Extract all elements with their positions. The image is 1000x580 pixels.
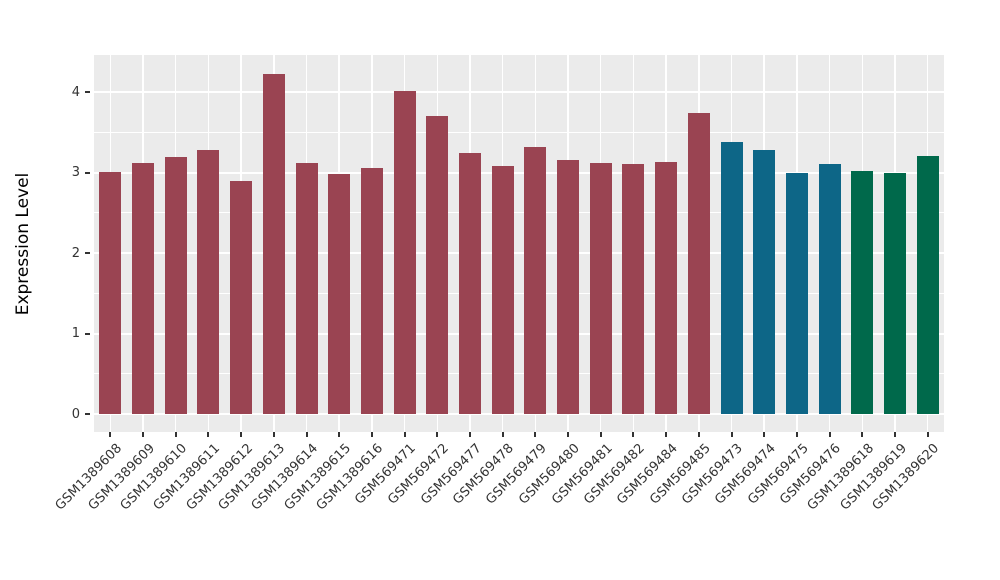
x-tick-mark: [240, 432, 243, 437]
bar-GSM1389610: [164, 157, 187, 414]
bar-GSM1389615: [328, 174, 351, 414]
y-tick-mark: [85, 413, 90, 415]
major-gridline: [94, 91, 944, 93]
bar-GSM1389619: [883, 173, 906, 414]
bar-GSM1389613: [262, 74, 285, 414]
bar-GSM569477: [458, 153, 481, 414]
minor-gridline: [94, 373, 944, 375]
minor-gridline: [94, 131, 944, 133]
bar-GSM1389608: [99, 171, 122, 414]
bar-GSM1389611: [197, 149, 220, 414]
minor-gridline: [94, 212, 944, 214]
bar-GSM569480: [557, 159, 580, 414]
bar-GSM1389618: [851, 170, 874, 414]
y-tick-mark: [85, 252, 90, 254]
x-tick-mark: [861, 432, 864, 437]
x-tick-mark: [893, 432, 896, 437]
y-tick-label: 3: [71, 165, 80, 180]
bar-GSM569473: [720, 141, 743, 414]
bar-GSM569485: [687, 112, 710, 414]
y-tick-label: 4: [71, 84, 80, 100]
minor-gridline: [94, 292, 944, 294]
x-tick-mark: [370, 432, 373, 437]
x-tick-mark: [142, 432, 145, 437]
x-tick-mark: [174, 432, 177, 437]
bar-GSM569476: [818, 163, 841, 414]
bar-GSM1389614: [295, 162, 318, 414]
y-tick-mark: [85, 332, 90, 335]
bar-GSM569475: [785, 172, 808, 414]
bar-GSM569478: [491, 166, 514, 414]
x-tick-mark: [338, 432, 341, 437]
major-gridline: [94, 413, 944, 415]
x-tick-mark: [305, 432, 308, 437]
x-tick-mark: [763, 432, 766, 437]
x-tick-mark: [501, 432, 504, 437]
x-tick-mark: [468, 432, 471, 437]
y-axis-title: Expression Level: [13, 172, 33, 315]
major-gridline: [94, 332, 944, 335]
y-tick-label: 2: [71, 245, 80, 261]
bar-GSM569472: [426, 116, 449, 414]
bar-GSM569471: [393, 91, 416, 414]
x-tick-mark: [730, 432, 733, 437]
bar-GSM1389620: [916, 155, 939, 414]
x-tick-mark: [403, 432, 406, 437]
x-tick-mark: [828, 432, 831, 437]
y-tick-mark: [85, 91, 90, 93]
bar-GSM569484: [655, 162, 678, 414]
bar-GSM1389616: [360, 168, 383, 414]
bar-GSM569482: [622, 164, 645, 414]
x-tick-mark: [926, 432, 929, 437]
bar-GSM569474: [753, 149, 776, 414]
major-gridline: [94, 171, 944, 174]
y-tick-mark: [85, 171, 90, 174]
x-tick-mark: [436, 432, 439, 437]
y-tick-label: 1: [71, 326, 80, 341]
x-tick-mark: [697, 432, 700, 437]
x-tick-mark: [567, 432, 570, 437]
x-tick-mark: [534, 432, 537, 437]
bar-GSM1389612: [230, 180, 253, 414]
x-tick-mark: [632, 432, 635, 437]
x-tick-mark: [272, 432, 275, 437]
bar-GSM1389609: [132, 162, 155, 414]
major-gridline: [94, 252, 944, 254]
x-tick-mark: [207, 432, 210, 437]
x-tick-mark: [599, 432, 602, 437]
plot-panel: [94, 55, 944, 432]
bar-GSM569481: [589, 162, 612, 414]
x-tick-mark: [665, 432, 668, 437]
y-tick-label: 0: [71, 406, 80, 422]
x-tick-mark: [795, 432, 798, 437]
x-tick-mark: [109, 432, 112, 437]
bar-GSM569479: [524, 146, 547, 414]
